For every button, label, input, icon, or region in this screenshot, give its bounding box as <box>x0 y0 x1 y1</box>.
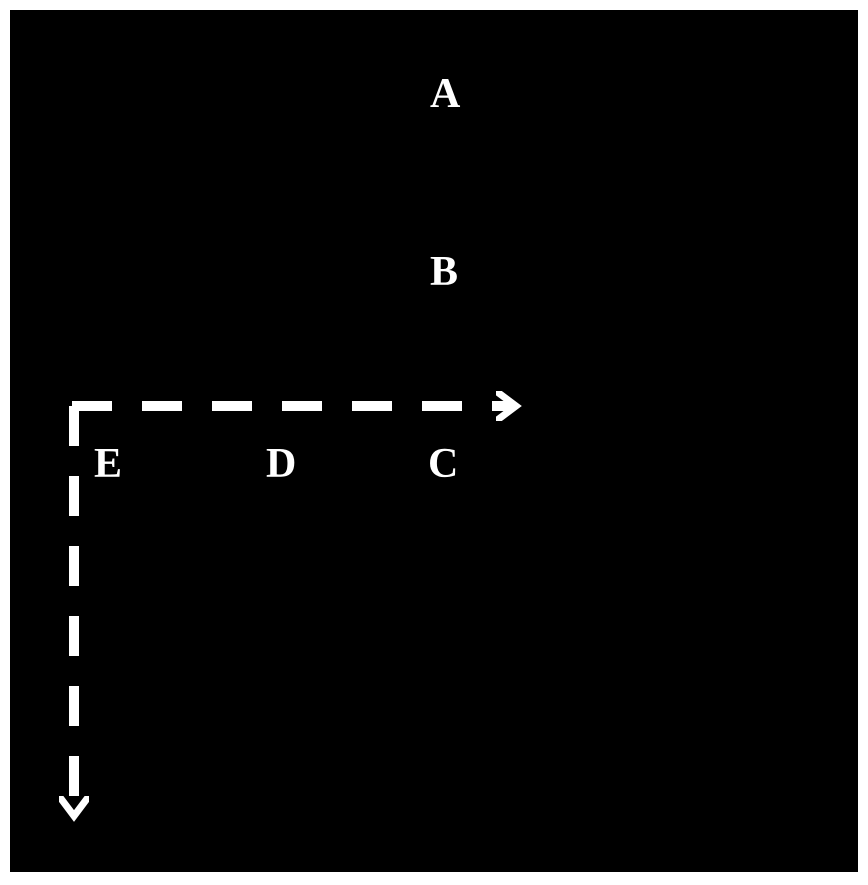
node-label-A: A <box>430 70 460 118</box>
node-label-D: D <box>266 440 296 488</box>
diagram-panel: A B C D E <box>10 10 858 872</box>
node-label-B: B <box>430 248 458 296</box>
node-label-E: E <box>94 440 122 488</box>
node-label-C: C <box>428 440 458 488</box>
